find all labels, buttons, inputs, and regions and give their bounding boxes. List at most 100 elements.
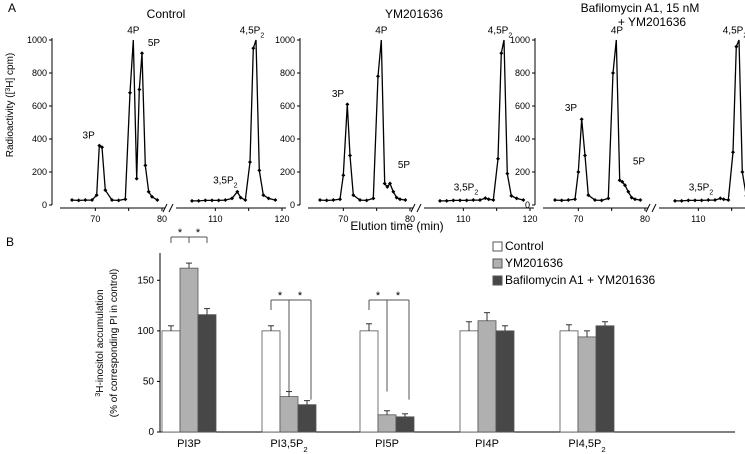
data-point <box>458 198 462 203</box>
data-point <box>579 117 584 122</box>
bar <box>477 320 497 433</box>
data-point <box>94 193 99 198</box>
legend-swatch <box>492 241 503 252</box>
data-point <box>403 198 408 203</box>
data-point <box>713 198 717 203</box>
data-point <box>210 198 214 203</box>
data-point <box>483 196 488 201</box>
y-tick-label: 0 <box>290 200 295 210</box>
data-point <box>338 197 342 202</box>
data-point <box>486 197 491 202</box>
y-tick-label: 400 <box>515 134 530 144</box>
data-point <box>341 173 346 178</box>
peak-label-p3: 3P <box>83 130 96 141</box>
axis-break-mark <box>168 203 174 213</box>
chromatogram-series-line <box>440 39 524 202</box>
data-point <box>243 198 248 203</box>
data-point <box>196 198 201 203</box>
panel-label-a: A <box>8 1 16 15</box>
bar <box>459 330 479 433</box>
data-point <box>273 198 278 203</box>
data-point <box>103 188 108 193</box>
data-point <box>611 71 615 75</box>
data-point <box>358 198 362 203</box>
data-point <box>391 189 396 194</box>
data-point <box>100 145 104 150</box>
data-point <box>143 163 148 168</box>
axis-break-mark <box>162 203 168 213</box>
chromatogram-series-line <box>554 39 641 202</box>
data-point <box>731 150 735 155</box>
data-point <box>638 198 643 203</box>
data-point <box>331 198 336 203</box>
y-tick-label: 0 <box>148 427 154 438</box>
legend-label: Bafilomycin A1 + YM201636 <box>505 273 656 287</box>
data-point <box>388 181 392 186</box>
data-point <box>706 198 711 203</box>
significance-star: * <box>376 290 381 302</box>
y-tick-label: 0 <box>525 200 530 210</box>
data-point <box>693 198 697 203</box>
y-tick-label: 1000 <box>27 35 47 45</box>
y-tick-label: 1000 <box>510 35 530 45</box>
y-tick-label: 400 <box>32 134 47 144</box>
x-tick-label: 70 <box>573 214 583 224</box>
data-point <box>734 44 739 49</box>
peak-label-p45: 4,5P2 <box>488 26 513 40</box>
data-point <box>134 176 139 181</box>
ylabel-b-line2: (% of corresponding PI in control) <box>109 269 120 417</box>
data-point <box>505 171 510 176</box>
peak-label-p4: 4P <box>127 26 140 37</box>
data-point <box>351 193 356 198</box>
y-tick-label: 200 <box>32 167 47 177</box>
data-point <box>83 198 88 203</box>
bar <box>377 414 397 433</box>
x-tick-label: 70 <box>90 214 100 224</box>
y-tick-label: 600 <box>32 101 47 111</box>
significance-star: * <box>396 290 401 302</box>
data-point <box>471 198 476 203</box>
data-point <box>251 46 256 51</box>
legend-swatch <box>492 258 503 269</box>
data-point <box>150 194 154 199</box>
data-point <box>606 196 611 201</box>
chromatogram-series-line <box>71 39 158 202</box>
data-point <box>70 198 74 203</box>
bar <box>261 330 281 433</box>
axis-break-mark <box>651 203 657 213</box>
data-point <box>559 198 564 203</box>
bar <box>559 330 579 433</box>
data-point <box>496 156 500 161</box>
y-tick-label: 800 <box>280 68 295 78</box>
peak-label-p3: 3P <box>565 103 578 114</box>
chromatogram-0: 0 200 400 600 800 1000 70 80 110 120 3P 4P 5P 3,5P2 4,… <box>27 26 290 224</box>
data-point <box>726 198 731 203</box>
data-point <box>566 198 571 203</box>
data-point <box>620 179 625 184</box>
y-tick-label: 150 <box>137 275 154 286</box>
chromatogram-title-baf-line2: + YM201636 <box>618 15 686 29</box>
data-point <box>599 198 604 203</box>
bar <box>279 396 299 433</box>
category-label: PI4P <box>475 438 499 450</box>
data-point <box>376 74 380 79</box>
data-point <box>385 184 390 189</box>
data-point <box>110 198 114 203</box>
peak-label-p5: 5P <box>148 38 161 49</box>
chromatogram-series-line <box>675 39 745 202</box>
data-point <box>203 198 208 203</box>
data-point <box>318 198 322 203</box>
data-point <box>593 198 597 203</box>
data-point <box>673 198 677 203</box>
ylabel-b-line1: 3H-inositol accumulation <box>95 289 107 396</box>
y-tick-label: 200 <box>280 167 295 177</box>
data-point <box>382 181 387 186</box>
data-point <box>116 198 121 203</box>
data-point <box>553 198 557 203</box>
y-tick-label: 800 <box>32 68 47 78</box>
peak-label-p35: 3,5P2 <box>689 182 714 196</box>
y-tick-label: 100 <box>137 326 154 337</box>
x-tick-label: 120 <box>274 214 289 224</box>
x-tick-label: 110 <box>691 214 705 224</box>
